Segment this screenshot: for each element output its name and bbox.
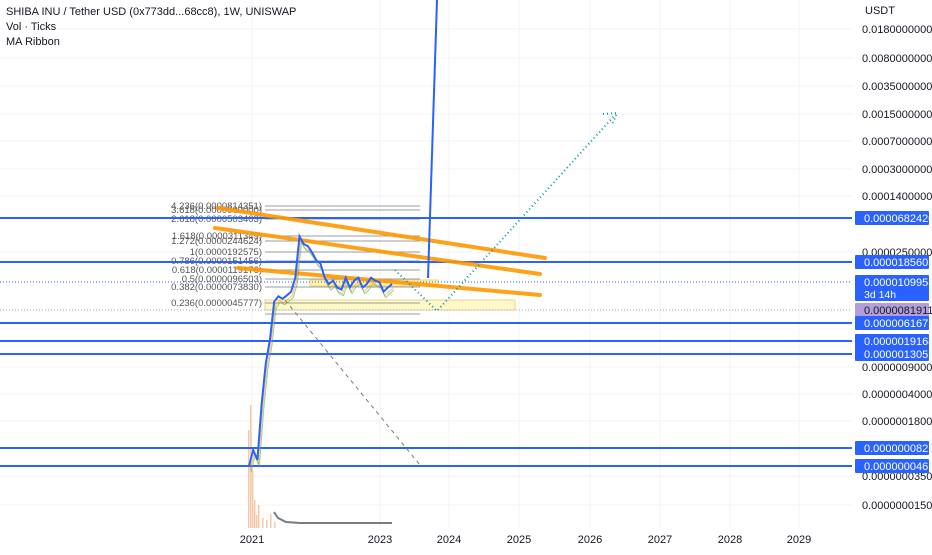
fib-level-label: 1.618(0.0000311349): [172, 231, 262, 242]
price-label-box: [855, 441, 929, 455]
price-axis-tick: 0.0180000000: [862, 24, 932, 36]
price-label-box: [855, 303, 929, 317]
price-axis-tick: 0.0007000000: [862, 136, 932, 148]
price-label-value: 0.0000013051: [864, 349, 932, 361]
price-line: [248, 233, 393, 467]
chart-legend: SHIBA INU / Tether USD (0x773dd...68cc8)…: [6, 5, 296, 50]
price-label-value: 0.0000000821: [864, 443, 932, 455]
volume-bar: [262, 518, 264, 528]
price-label-box: [855, 255, 929, 269]
fib-level-label: 0.618(0.0000119176): [172, 265, 262, 276]
price-label-value: 0.0000081911: [864, 305, 932, 317]
price-label-box: [855, 316, 929, 330]
price-label-value: 0.0000061672: [864, 318, 932, 330]
volume-bar: [274, 522, 276, 528]
fib-level-label: 0.236(0.0000045777): [171, 298, 262, 309]
price-label-box: [855, 459, 929, 473]
price-axis-tick: 0.0000009000: [862, 362, 932, 374]
channel-line: [236, 266, 542, 297]
fib-level-label: 4.236(0.0000814351): [171, 201, 262, 212]
volume-bar: [248, 430, 250, 528]
projection-arrowhead: [602, 111, 619, 126]
volume-indicator-label[interactable]: Vol · Ticks: [6, 21, 57, 33]
price-series: [248, 233, 395, 473]
drawings: [284, 0, 619, 466]
horizontal-lines: [0, 217, 852, 467]
price-axis-tick: 0.0000000350: [862, 471, 932, 483]
support-zone: [264, 299, 516, 311]
price-label-box: [855, 211, 929, 225]
time-axis-tick: 2026: [578, 534, 602, 546]
price-label-box: [855, 275, 929, 301]
price-label-box: [855, 334, 929, 348]
price-label-countdown: 3d 14h: [864, 289, 896, 301]
price-label-box: [855, 347, 929, 361]
price-axis-tick: 0.0003000000: [862, 164, 932, 176]
channel-line: [213, 226, 542, 276]
channel-line: [216, 206, 547, 260]
price-label-value: 0.0000019164: [864, 336, 932, 348]
volume-bar: [266, 520, 268, 528]
grid: [0, 0, 852, 528]
volume-bar: [254, 500, 256, 528]
price-axis-unit: USDT: [865, 5, 895, 17]
fib-level-label: 3.618(0.0000000000): [171, 205, 262, 216]
time-axis-tick: 2029: [787, 534, 811, 546]
time-axis-tick: 2028: [718, 534, 742, 546]
time-axis-tick: 2027: [648, 534, 672, 546]
dashed-trend-line: [284, 299, 421, 466]
price-label-value: 0.0000109953: [864, 277, 932, 289]
price-axis-tick: 0.0080000000: [862, 53, 932, 65]
volume-bar: [258, 505, 260, 528]
vertical-spike-line: [427, 0, 438, 279]
trend-channel-lines: [213, 206, 547, 297]
price-label-value: 0.0000000461: [864, 461, 932, 473]
fib-level-label: 0.382(0.0000073830): [171, 282, 262, 293]
time-axis: 2021 2023 2024 2025 2026 2027 2028 2029: [0, 528, 932, 550]
price-axis-tick: 0.0000004000: [862, 389, 932, 401]
price-axis-tick: 0.0000000150: [862, 500, 932, 512]
fib-level-label: 1(0.0000192575): [190, 247, 262, 258]
time-axis-bg: [0, 528, 932, 550]
time-axis-tick: 2021: [240, 534, 264, 546]
fib-level-label: 0.5(0.0000096503): [182, 274, 262, 285]
symbol-title[interactable]: SHIBA INU / Tether USD (0x773dd...68cc8)…: [6, 6, 297, 18]
ma-ribbon-indicator-label[interactable]: MA Ribbon: [6, 36, 60, 48]
volume-bar: [252, 470, 254, 528]
volume-bar: [270, 514, 272, 528]
price-axis-tick: 0.0000001800: [862, 416, 932, 428]
fib-level-label: 1.272(0.0000244624): [171, 236, 262, 247]
volume-bar: [256, 515, 258, 528]
time-axis-tick: 2025: [507, 534, 531, 546]
fib-level-label: 2.618(0.0000503403): [171, 214, 262, 225]
price-axis-tick: 0.0035000000: [862, 81, 932, 93]
volume-ma-line: [273, 511, 392, 524]
price-axis-tick: 0.0015000000: [862, 109, 932, 121]
price-label-value: 0.0000185605: [864, 257, 932, 269]
price-axis-tick: 0.0001400000: [862, 191, 932, 203]
time-axis-tick: 2023: [368, 534, 392, 546]
price-label-value: 0.0000682420: [864, 213, 932, 225]
time-axis-tick: 2024: [437, 534, 461, 546]
